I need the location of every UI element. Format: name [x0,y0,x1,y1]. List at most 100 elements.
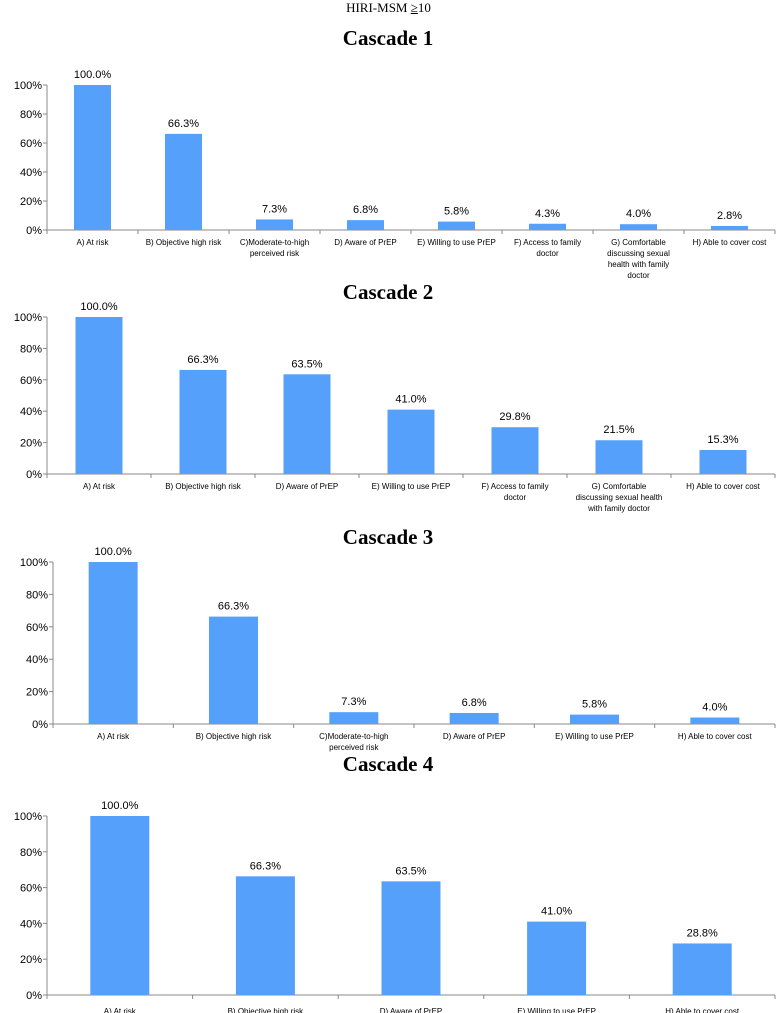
data-label: 29.8% [499,411,530,423]
bar [74,85,111,230]
chart-title: Cascade 1 [343,26,433,50]
category-label: D) Aware of PrEP [276,482,339,491]
y-tick-label: 0% [26,225,42,237]
bar [711,225,748,230]
data-label: 100.0% [74,69,112,81]
category-label: F) Access to family doctor [481,482,548,502]
bar [570,714,619,724]
data-label: 5.8% [444,206,469,218]
bar [90,816,150,995]
category-label: A) At risk [104,1007,137,1013]
bar [438,221,475,230]
data-label: 66.3% [187,354,218,366]
data-label: 41.0% [395,394,426,406]
data-label: 63.5% [395,865,426,877]
y-tick-label: 40% [20,167,42,179]
category-label: H) Able to cover cost [678,732,753,741]
category-label: D) Aware of PrEP [443,732,506,741]
y-tick-label: 60% [26,622,48,634]
category-label: H) Able to cover cost [693,238,768,247]
chart-title: Cascade 2 [343,280,433,304]
category-label: D) Aware of PrEP [380,1007,443,1013]
y-tick-label: 0% [32,719,48,731]
y-tick-label: 80% [20,109,42,121]
y-tick-label: 0% [26,990,42,1002]
cascade-2-chart: Cascade 2 0% 20% 40% 60% 80% 100% 100.0% A) At r… [14,280,776,513]
data-label: 66.3% [218,601,249,613]
y-tick-label: 0% [26,469,42,481]
bar [347,220,384,230]
y-tick-label: 80% [20,343,42,355]
category-label: D) Aware of PrEP [334,238,397,247]
bar [595,440,643,474]
bar [449,712,499,724]
y-tick-label: 40% [20,406,42,418]
y-tick-label: 40% [20,918,42,930]
bar [529,223,566,230]
y-tick-label: 80% [20,847,42,859]
bar [329,712,379,724]
y-tick-label: 60% [20,883,42,895]
category-label: E) Willing to use PrEP [555,732,634,741]
category-label: B) Objective high risk [165,482,242,491]
bar [256,219,293,230]
bar [527,921,587,995]
bar [672,943,732,995]
cascade-1-chart: Cascade 1 0% 20% 40% 60% 80% 100% 100.0% A) At r… [14,26,776,280]
data-label: 2.8% [717,210,742,222]
category-label: E) Willing to use PrEP [372,482,451,491]
bar [387,409,435,474]
y-tick-label: 100% [14,80,42,92]
category-label: A) At risk [83,482,116,491]
y-tick-label: 100% [14,811,42,823]
chart-title: Cascade 3 [343,525,433,549]
bar [88,562,138,724]
bar [235,876,295,995]
chart-title: Cascade 4 [343,752,434,776]
data-label: 41.0% [541,906,572,918]
y-tick-label: 60% [20,138,42,150]
bar [699,449,747,474]
data-label: 63.5% [291,358,322,370]
category-label: G) Comfortable discussing sexual health wi… [607,238,670,280]
bar [491,427,539,474]
bar [620,224,657,230]
y-tick-label: 60% [20,375,42,387]
category-label: B) Objective high risk [146,238,223,247]
category-label: E) Willing to use PrEP [417,238,496,247]
cascade-4-chart: Cascade 4 0% 20% 40% 60% 80% 100% 100.0% A) At r… [14,752,776,1013]
title-threshold: 10 [417,0,431,15]
data-label: 21.5% [603,424,634,436]
data-label: 5.8% [582,699,607,711]
y-tick-label: 20% [20,438,42,450]
bar [209,616,258,724]
data-label: 4.3% [535,208,560,220]
data-label: 66.3% [168,118,199,130]
bar [690,717,740,724]
data-label: 6.8% [353,204,378,216]
bar [75,317,123,474]
category-label: H) Able to cover cost [686,482,761,491]
data-label: 4.0% [702,702,727,714]
category-label: E) Willing to use PrEP [517,1007,596,1013]
page-title: HIRI-MSM ≥10 [0,0,777,16]
y-tick-label: 100% [14,312,42,324]
data-label: 15.3% [707,434,738,446]
category-label: B) Objective high risk [196,732,273,741]
category-label: A) At risk [97,732,130,741]
data-label: 4.0% [626,208,651,220]
data-label: 100.0% [101,800,139,812]
y-tick-label: 20% [20,954,42,966]
data-label: 6.8% [462,697,487,709]
data-label: 100.0% [80,301,118,313]
y-tick-label: 100% [20,557,48,569]
y-tick-label: 20% [20,196,42,208]
cascade-3-chart: Cascade 3 0% 20% 40% 60% 80% 100% 100.0% A) At r… [20,525,776,752]
category-label: C)Moderate-to-high perceived risk [319,732,388,752]
bar [283,374,331,474]
category-label: H) Able to cover cost [665,1007,740,1013]
title-prefix: HIRI-MSM [346,0,411,15]
y-tick-label: 40% [26,654,48,666]
category-label: B) Objective high risk [228,1007,305,1013]
y-tick-label: 80% [26,589,48,601]
